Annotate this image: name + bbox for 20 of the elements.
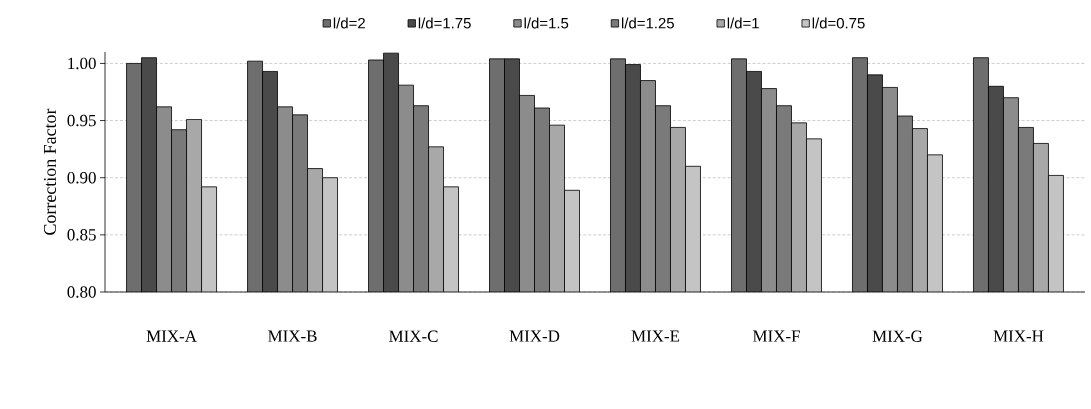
- legend-label: l/d=1.25: [622, 17, 674, 29]
- x-tick-label: MIX-C: [389, 330, 438, 342]
- legend-label: l/d=1.5: [524, 17, 569, 29]
- x-tick-label: MIX-F: [752, 330, 800, 342]
- y-tick-label: 0.90: [67, 171, 96, 184]
- legend-label: l/d=1.75: [418, 17, 471, 29]
- x-tick-label: MIX-B: [268, 330, 317, 342]
- legend-label: l/d=0.75: [812, 17, 865, 29]
- y-tick-label: 0.95: [67, 114, 96, 127]
- x-tick-label: MIX-D: [509, 330, 560, 342]
- x-tick-label: MIX-A: [146, 330, 197, 342]
- y-tick-label: 0.85: [67, 229, 96, 241]
- legend-label: l/d=1: [727, 17, 759, 29]
- legend-label: l/d=2: [333, 17, 365, 29]
- y-tick-label: 1.00: [68, 57, 96, 70]
- x-tick-label: MIX-E: [631, 330, 680, 342]
- x-tick-label: MIX-H: [993, 330, 1044, 342]
- y-tick-label: 0.80: [67, 286, 96, 298]
- y-axis-title: Correction Factor: [43, 108, 56, 235]
- x-tick-label: MIX-G: [872, 330, 923, 342]
